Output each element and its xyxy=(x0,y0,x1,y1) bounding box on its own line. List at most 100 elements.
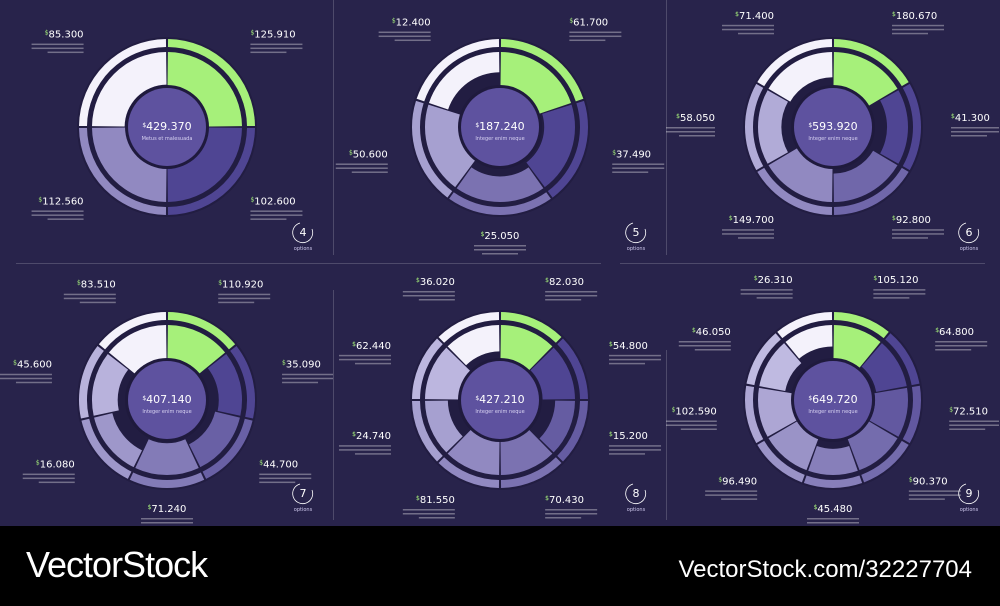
options-label: options xyxy=(294,507,313,513)
description-text-line xyxy=(694,349,731,351)
description-text-line xyxy=(612,171,649,173)
description-text-line xyxy=(609,354,662,357)
options-label: options xyxy=(627,507,646,513)
currency-symbol: $ xyxy=(352,341,356,348)
segment-value-label: $90.370 xyxy=(909,476,948,487)
outer-segment xyxy=(833,167,909,215)
donut-svg: $125.910 $102.600 $112.560 $85.300 $429.370 M… xyxy=(31,30,314,252)
inner-segment xyxy=(768,52,833,102)
description-text-line xyxy=(282,377,333,380)
outer-segment xyxy=(500,312,562,343)
center-circle xyxy=(461,88,539,166)
donut-chart-8: $82.030 $54.800 $15.200 $70.430 $81.550 $24.7… xyxy=(333,263,666,526)
description-text-line xyxy=(250,210,303,212)
donut-chart-9: $105.120 $64.800 $72.510 $90.370 $45.480 $96.… xyxy=(666,263,999,526)
description-text-line xyxy=(892,233,944,235)
currency-symbol: $ xyxy=(481,231,485,238)
outer-segment xyxy=(79,345,104,419)
currency-symbol: $ xyxy=(392,18,396,25)
outer-segment xyxy=(167,39,255,127)
description-text-line xyxy=(609,449,662,451)
description-text-line xyxy=(259,477,312,480)
segment-value-label: $26.310 xyxy=(754,275,793,286)
total-value: $593.920 xyxy=(808,120,857,133)
options-badge-ring xyxy=(292,483,314,504)
description-text-line xyxy=(218,297,271,300)
description-text-line xyxy=(949,420,999,422)
segment-value-label: $102.600 xyxy=(250,196,295,207)
options-badge-ring xyxy=(625,222,647,243)
currency-symbol: $ xyxy=(735,11,739,18)
currency-symbol: $ xyxy=(612,149,616,156)
description-text-line xyxy=(892,237,928,239)
description-text-line xyxy=(38,481,75,484)
description-text-line xyxy=(545,294,598,297)
description-text-line xyxy=(31,47,84,50)
stock-id: VectorStock.com/32227704 xyxy=(678,556,972,583)
options-count: 6 xyxy=(966,226,973,239)
inner-segment xyxy=(869,387,908,437)
description-text-line xyxy=(807,522,859,524)
segment-value-label: $180.670 xyxy=(892,11,937,22)
outer-segment xyxy=(557,338,588,400)
description-text-line xyxy=(951,131,999,133)
center-subtitle: Metus et malesuada xyxy=(142,136,193,142)
outer-segment xyxy=(438,312,500,343)
segment-value-label: $71.240 xyxy=(148,504,187,515)
segment-value-label: $102.590 xyxy=(672,406,717,417)
currency-symbol: $ xyxy=(45,30,49,37)
inner-segment xyxy=(456,167,544,202)
description-text-line xyxy=(0,373,52,376)
outer-segment xyxy=(500,457,562,488)
donut-chart-6: $180.670 $41.300 $92.800 $149.700 $58.050 $71… xyxy=(666,0,999,263)
description-text-line xyxy=(908,498,945,500)
description-text-line xyxy=(666,424,717,426)
outer-segment xyxy=(757,167,833,215)
description-text-line xyxy=(612,167,665,169)
inner-segment xyxy=(500,52,572,117)
description-text-line xyxy=(63,293,116,296)
inner-segment xyxy=(425,104,477,188)
description-text-line xyxy=(740,289,793,291)
donut-svg: $105.120 $64.800 $72.510 $90.370 $45.480 $96.… xyxy=(666,275,999,524)
inner-segment xyxy=(92,127,167,202)
description-text-line xyxy=(738,32,774,35)
currency-symbol: $ xyxy=(909,476,913,483)
description-text-line xyxy=(378,31,431,34)
segment-value-label: $44.700 xyxy=(259,460,298,471)
outer-segment xyxy=(777,312,833,339)
description-text-line xyxy=(612,163,665,165)
currency-symbol: $ xyxy=(218,280,222,287)
segment-value-label: $45.480 xyxy=(814,504,853,515)
total-value: $429.370 xyxy=(142,120,191,133)
outer-segment xyxy=(557,400,588,462)
description-text-line xyxy=(418,298,455,301)
outer-segment xyxy=(757,440,805,483)
description-text-line xyxy=(705,490,758,492)
outer-segment xyxy=(412,100,453,198)
description-text-line xyxy=(545,513,598,515)
description-text-line xyxy=(218,293,271,296)
center-subtitle: Integer enim neque xyxy=(475,409,524,415)
description-text-line xyxy=(22,477,75,480)
currency-symbol: $ xyxy=(545,277,549,284)
divider-horizontal-1 xyxy=(16,263,601,264)
segment-value-label: $112.560 xyxy=(38,196,83,207)
segment-value-label: $85.300 xyxy=(45,30,84,41)
currency-symbol: $ xyxy=(676,113,680,120)
description-text-line xyxy=(666,131,715,133)
segment-value-label: $45.600 xyxy=(13,360,52,371)
description-text-line xyxy=(873,293,926,295)
segment-value-label: $12.400 xyxy=(392,18,431,29)
donut-svg: $110.920 $35.090 $44.700 $71.240 $16.080 $45.… xyxy=(0,280,333,524)
currency-symbol: $ xyxy=(250,196,254,203)
donut-svg: $180.670 $41.300 $92.800 $149.700 $58.050 $71… xyxy=(666,11,999,252)
currency-symbol: $ xyxy=(569,18,573,25)
description-text-line xyxy=(951,135,987,137)
currency-symbol: $ xyxy=(873,275,877,282)
segment-value-label: $92.800 xyxy=(892,215,931,226)
currency-symbol: $ xyxy=(892,215,896,222)
description-text-line xyxy=(722,233,774,235)
center-circle xyxy=(794,361,872,439)
description-text-line xyxy=(250,51,287,54)
